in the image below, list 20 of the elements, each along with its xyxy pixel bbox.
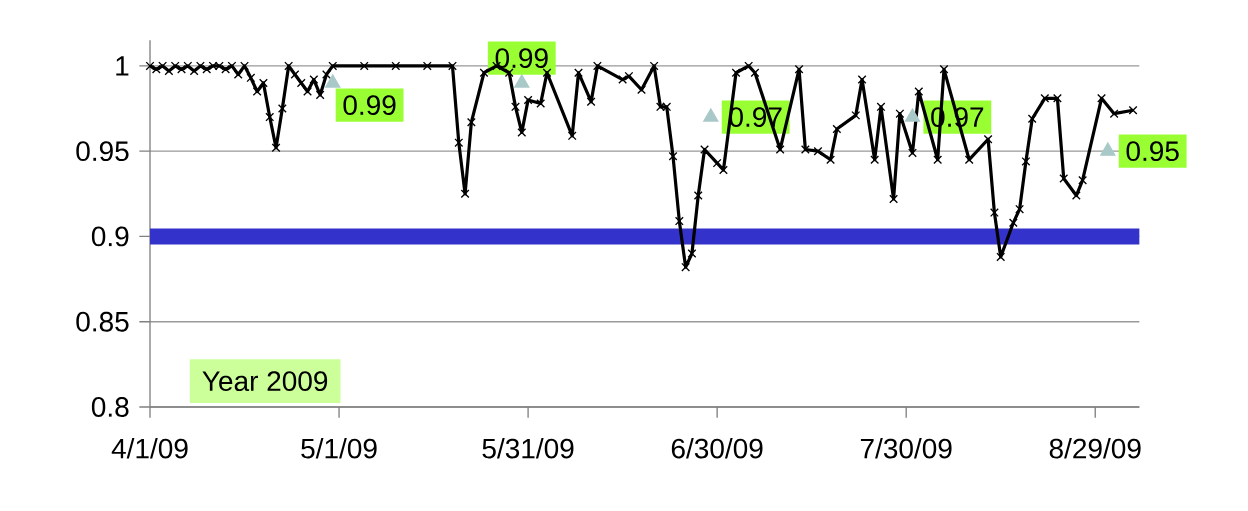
data-label: 0.95 xyxy=(1126,141,1179,162)
y-tick-label: 0.85 xyxy=(76,311,129,332)
annotation: Year 2009 xyxy=(202,371,328,392)
y-tick-label: 1 xyxy=(116,56,129,76)
point xyxy=(904,108,921,122)
x-tick-label: 4/1/09 xyxy=(111,437,188,459)
point xyxy=(703,108,719,122)
x-tick-label: 5/1/09 xyxy=(301,437,377,459)
point xyxy=(1100,142,1116,156)
x-tick-label: 6/30/09 xyxy=(671,437,763,459)
data-label: 0.99 xyxy=(495,48,548,69)
y-tick-label: 0.95 xyxy=(76,141,129,162)
x-tick-label: 7/30/09 xyxy=(860,437,952,459)
point xyxy=(514,74,530,88)
point xyxy=(325,74,341,88)
y-tick-label: 0.9 xyxy=(91,226,129,247)
data-label: 0.99 xyxy=(343,95,396,116)
y-tick-label: 0.8 xyxy=(91,397,129,417)
x-tick-label: 8/29/09 xyxy=(1049,437,1141,459)
x-tick-label: 5/31/09 xyxy=(482,437,574,459)
